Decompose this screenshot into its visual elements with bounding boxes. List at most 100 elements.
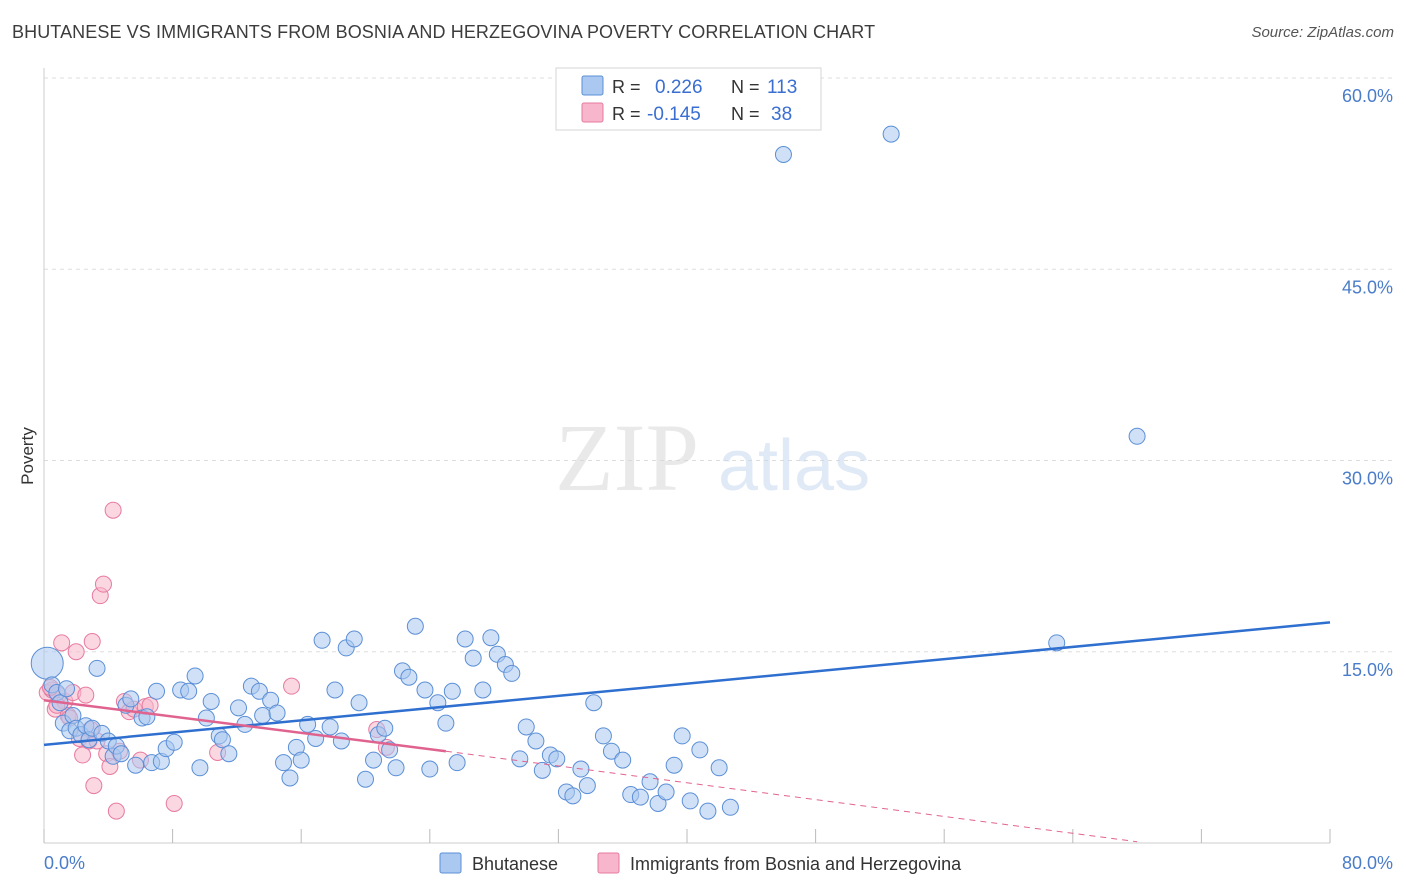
data-point-bhutanese [345,630,363,648]
data-point-bhutanese [275,754,293,772]
data-point-bhutanese [474,681,492,699]
data-point-bhutanese [691,741,709,759]
data-point-bhutanese [578,777,596,795]
trend-line-bhutanese [43,621,1331,747]
legend-bottom-swatch-bhutanese [439,852,462,874]
data-point-bhutanese [202,692,220,710]
data-point-bhutanese [250,682,268,700]
data-point-bhutanese [641,773,659,791]
data-point-bhutanese [533,761,551,779]
legend-swatch-bhutanese [581,75,604,96]
data-point-bhutanese [381,741,399,759]
data-point-bhutanese [464,649,482,667]
legend-r-label-2: R = [612,104,641,124]
data-point-bhutanese [631,788,649,806]
data-point-bhutanese [1128,427,1146,445]
trend-lines [43,621,1331,843]
data-point-bhutanese [230,699,248,717]
data-point-bhutanese [721,798,739,816]
data-point-bhutanese [681,792,699,810]
data-point-bhutanese [186,667,204,685]
data-point-bhutanese [112,745,130,763]
data-point-bhutanese [594,727,612,745]
data-point-bhutanese [437,714,455,732]
data-point-bhutanese [699,802,717,820]
x-ticks [43,829,1331,843]
data-point-bhutanese [313,631,331,649]
y-axis-label: Poverty [18,427,37,485]
data-point-bhutanese [254,707,272,724]
data-point-bhutanese [376,719,394,737]
legend-r-value-2: -0.145 [647,104,701,125]
data-point-bhutanese [281,769,299,787]
data-point-bhutanese [564,787,582,805]
legend-r-value-1: 0.226 [655,77,703,98]
data-point-bosnia [53,634,71,652]
data-point-bhutanese [148,682,166,700]
legend-n-label-2: N = [731,104,760,124]
data-point-bhutanese [268,704,286,722]
data-point-bosnia [77,686,95,704]
data-point-bhutanese [180,682,198,700]
x-tick-label-max: 80.0% [1342,853,1393,873]
data-point-bosnia [104,501,122,519]
data-point-bosnia [85,777,103,795]
data-point-bhutanese [406,617,424,635]
data-point-bhutanese [387,759,405,777]
data-point-bhutanese [882,125,900,143]
data-point-bosnia [107,802,125,820]
data-point-bhutanese [511,750,529,768]
y-tick-label: 60.0% [1342,86,1393,106]
legend-n-value-1: 113 [767,77,797,98]
data-point-bhutanese [602,742,620,760]
data-point-bhutanese [321,718,339,736]
data-point-bosnia [83,633,101,651]
data-point-bhutanese [326,681,344,699]
data-point-bhutanese [548,750,566,768]
series-bhutanese-points [30,125,1146,820]
data-point-bhutanese [58,680,76,698]
watermark-zip: ZIP [555,404,699,511]
legend-r-label-1: R = [612,77,641,97]
data-point-bhutanese [585,694,603,712]
x-tick-label-min: 0.0% [44,853,85,873]
data-point-bosnia [94,575,112,593]
data-point-bhutanese [88,659,106,677]
data-point-bhutanese [448,754,466,772]
data-point-bhutanese [138,708,156,726]
series-immigrants-bosnia-points [38,501,395,820]
data-point-bhutanese [416,681,434,699]
source-label: Source: ZipAtlas.com [1251,24,1394,41]
data-point-bhutanese [710,759,728,777]
data-point-bosnia [165,794,183,812]
data-point-bhutanese [350,694,368,712]
legend-bottom-label-bosnia: Immigrants from Bosnia and Herzegovina [630,854,962,874]
data-point-bhutanese [503,664,521,682]
data-point-bhutanese [220,745,238,763]
data-point-bhutanese [774,146,792,163]
legend-top: R = 0.226 N = 113 R = -0.145 N = 38 [555,67,822,131]
data-point-bhutanese [400,668,418,686]
data-point-bhutanese [191,759,209,777]
data-point-bhutanese [332,732,350,750]
legend-n-label-1: N = [731,77,760,97]
data-point-bhutanese [456,630,474,648]
data-point-bosnia [74,746,92,764]
data-point-bhutanese [421,760,439,778]
watermark: ZIP atlas [555,404,870,511]
trend-line-bosnia [43,698,447,753]
data-point-bhutanese [614,751,632,769]
data-point-bhutanese [30,646,64,680]
data-point-bhutanese [292,751,310,769]
data-point-bhutanese [673,727,691,745]
data-point-bhutanese [527,732,545,750]
data-point-bhutanese [365,751,383,769]
data-point-bhutanese [665,756,683,774]
trend-line-bosnia-extension [445,750,1138,843]
y-tick-labels: 15.0% 30.0% 45.0% 60.0% [1342,86,1393,680]
data-point-bosnia [283,677,301,695]
y-tick-label: 30.0% [1342,469,1393,489]
y-tick-label: 45.0% [1342,277,1393,297]
data-point-bhutanese [213,731,231,749]
